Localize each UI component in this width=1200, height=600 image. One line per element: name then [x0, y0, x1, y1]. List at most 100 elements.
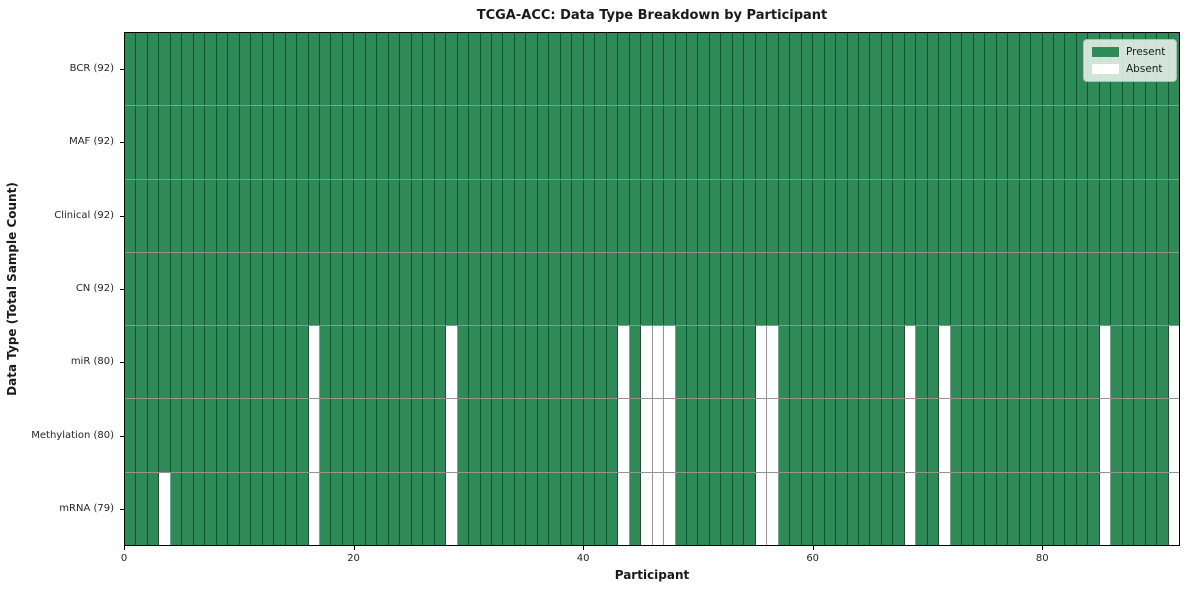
- heatmap-cell: [354, 252, 366, 326]
- heatmap-cell: [228, 326, 240, 399]
- heatmap-cell: [537, 33, 550, 106]
- heatmap-cell: [342, 252, 355, 326]
- heatmap-cell: [790, 472, 802, 545]
- heatmap-cell: [136, 106, 148, 179]
- heatmap-cell: [285, 252, 298, 326]
- heatmap-cell: [686, 326, 699, 399]
- heatmap-cell: [1019, 252, 1032, 326]
- heatmap-cell: [216, 179, 229, 252]
- heatmap-cell: [904, 326, 917, 399]
- heatmap-cell: [285, 106, 298, 179]
- heatmap-cell: [767, 179, 779, 252]
- heatmap-cell: [675, 399, 687, 472]
- heatmap-cell: [664, 33, 676, 106]
- heatmap-cell: [228, 252, 240, 326]
- x-tick-label: 20: [347, 553, 360, 564]
- heatmap-cell: [457, 252, 470, 326]
- chart-title: TCGA-ACC: Data Type Breakdown by Partici…: [476, 8, 828, 23]
- heatmap-cell: [1042, 326, 1054, 399]
- heatmap-cell: [583, 179, 596, 252]
- heatmap-cell: [342, 106, 355, 179]
- heatmap-cell: [1065, 33, 1077, 106]
- heatmap-cell: [675, 106, 687, 179]
- heatmap-cell: [950, 399, 963, 472]
- heatmap-cell: [572, 179, 584, 252]
- heatmap-cell: [744, 179, 756, 252]
- heatmap-cell: [1065, 179, 1077, 252]
- heatmap-cell: [641, 326, 653, 399]
- heatmap-cell: [274, 326, 286, 399]
- heatmap-cell: [1076, 106, 1089, 179]
- heatmap-cell: [262, 252, 275, 326]
- heatmap-cell: [1157, 326, 1169, 399]
- heatmap-cell: [675, 252, 687, 326]
- heatmap-cell: [583, 326, 596, 399]
- heatmap-cell: [514, 106, 527, 179]
- heatmap-cell: [927, 33, 940, 106]
- heatmap-cell: [962, 326, 974, 399]
- heatmap-cell: [308, 399, 320, 472]
- heatmap-cell: [962, 33, 974, 106]
- heatmap-cell: [125, 106, 137, 179]
- heatmap-cell: [1122, 179, 1135, 252]
- heatmap-cell: [870, 33, 882, 106]
- heatmap-cell: [469, 106, 481, 179]
- present-swatch-icon: [1092, 47, 1119, 57]
- heatmap-cell: [664, 472, 676, 545]
- heatmap-cell: [813, 252, 825, 326]
- heatmap-cell: [836, 252, 848, 326]
- x-tick-label: 0: [120, 553, 128, 564]
- heatmap-cell: [950, 326, 963, 399]
- heatmap-cell: [274, 33, 286, 106]
- heatmap-cell: [618, 472, 630, 545]
- heatmap-cell: [813, 472, 825, 545]
- heatmap-cell: [297, 326, 309, 399]
- heatmap-cell: [686, 472, 699, 545]
- heatmap-cell: [698, 106, 710, 179]
- heatmap-cell: [606, 399, 619, 472]
- heatmap-cell: [365, 326, 378, 399]
- heatmap-cell: [1031, 33, 1043, 106]
- heatmap-cell: [595, 472, 607, 545]
- heatmap-cell: [159, 106, 171, 179]
- heatmap-cell: [595, 326, 607, 399]
- heatmap-cell: [537, 252, 550, 326]
- heatmap-cell: [641, 252, 653, 326]
- heatmap-cell: [319, 179, 332, 252]
- heatmap-cell: [629, 179, 642, 252]
- heatmap-cell: [927, 472, 940, 545]
- heatmap-cell: [205, 472, 217, 545]
- heatmap-cell: [721, 399, 733, 472]
- heatmap-cell: [1042, 252, 1054, 326]
- heatmap-cell: [893, 179, 905, 252]
- heatmap-cell: [1065, 326, 1077, 399]
- heatmap-cell: [297, 33, 309, 106]
- heatmap-cell: [319, 106, 332, 179]
- heatmap-cell: [377, 472, 389, 545]
- heatmap-cell: [847, 179, 859, 252]
- heatmap-cell: [193, 106, 206, 179]
- heatmap-cell: [239, 399, 252, 472]
- heatmap-cell: [400, 399, 412, 472]
- heatmap-cell: [893, 326, 905, 399]
- heatmap-cell: [1076, 326, 1089, 399]
- heatmap-cell: [297, 179, 309, 252]
- heatmap-cell: [916, 472, 928, 545]
- heatmap-cell: [480, 179, 492, 252]
- heatmap-cell: [125, 33, 137, 106]
- heatmap-cell: [1008, 252, 1020, 326]
- heatmap-cell: [1088, 252, 1100, 326]
- heatmap-cell: [790, 252, 802, 326]
- heatmap-cell: [159, 252, 171, 326]
- heatmap-cell: [950, 179, 963, 252]
- heatmap-cell: [514, 399, 527, 472]
- heatmap-cell: [595, 106, 607, 179]
- heatmap-cell: [1019, 33, 1032, 106]
- heatmap-cell: [457, 399, 470, 472]
- heatmap-cell: [904, 179, 917, 252]
- heatmap-cell: [239, 472, 252, 545]
- heatmap-cell: [446, 326, 458, 399]
- heatmap-cell: [365, 106, 378, 179]
- heatmap-cell: [1168, 326, 1180, 399]
- y-tick-label: Clinical (92): [54, 209, 114, 221]
